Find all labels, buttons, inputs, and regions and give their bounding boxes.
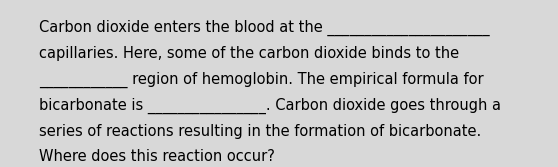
Text: ____________ region of hemoglobin. The empirical formula for: ____________ region of hemoglobin. The e…	[39, 72, 484, 88]
Text: Carbon dioxide enters the blood at the ______________________: Carbon dioxide enters the blood at the _…	[39, 20, 490, 36]
Text: series of reactions resulting in the formation of bicarbonate.: series of reactions resulting in the for…	[39, 124, 482, 139]
Text: capillaries. Here, some of the carbon dioxide binds to the: capillaries. Here, some of the carbon di…	[39, 46, 459, 61]
Text: bicarbonate is ________________. Carbon dioxide goes through a: bicarbonate is ________________. Carbon …	[39, 98, 501, 114]
Text: Where does this reaction occur?: Where does this reaction occur?	[39, 149, 275, 164]
